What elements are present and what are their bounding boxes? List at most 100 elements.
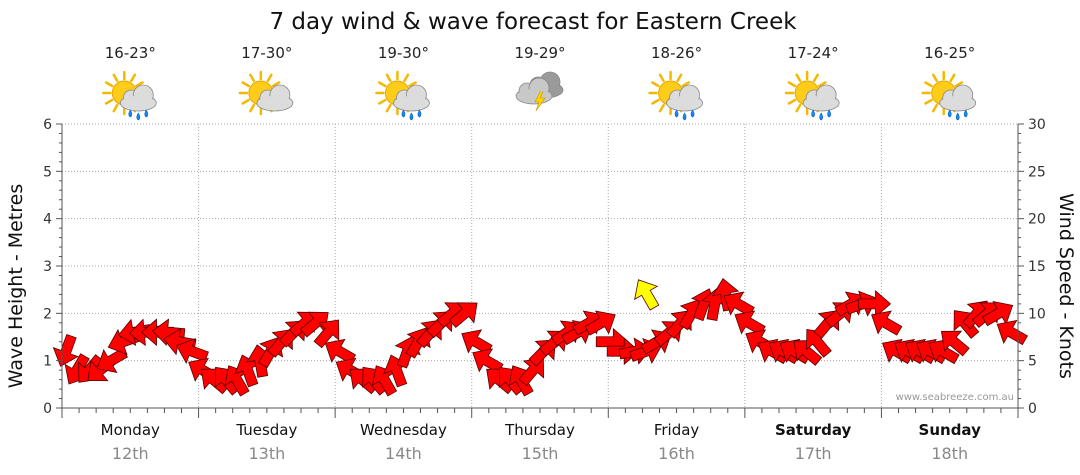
cloud bbox=[393, 84, 430, 112]
cloud bbox=[119, 84, 157, 112]
sun-ray bbox=[787, 98, 797, 105]
rain-drop bbox=[682, 112, 687, 121]
sun-ray bbox=[924, 81, 933, 88]
rain-drop bbox=[128, 109, 133, 118]
rain-drop bbox=[947, 109, 952, 118]
sun-ray bbox=[658, 73, 665, 83]
sun-cloud-showers-icon bbox=[375, 70, 430, 121]
arrow-shape bbox=[52, 333, 79, 367]
highlight-wind-arrow bbox=[634, 279, 660, 311]
sun-ray bbox=[651, 81, 660, 88]
cloud bbox=[515, 77, 553, 105]
left-tick-label: 2 bbox=[43, 306, 52, 322]
right-tick-label: 20 bbox=[1028, 212, 1046, 228]
lightning-bolt bbox=[534, 91, 546, 112]
right-tick-label: 0 bbox=[1028, 401, 1037, 417]
rain-drop bbox=[819, 112, 823, 121]
cloud-fill bbox=[121, 96, 156, 110]
sun-ray bbox=[681, 81, 691, 88]
sun-ray bbox=[931, 103, 938, 113]
wind-arrow bbox=[940, 330, 970, 357]
day-temperature: 18-26° bbox=[651, 44, 702, 62]
sun-ray bbox=[676, 73, 683, 83]
day-name-label: Friday bbox=[654, 421, 700, 439]
sun-ray bbox=[651, 98, 660, 105]
cloud bbox=[802, 84, 840, 112]
sun-cloud-icon bbox=[238, 70, 294, 116]
arrow-shape bbox=[940, 330, 970, 357]
sun-ray bbox=[408, 81, 417, 88]
sun-ray bbox=[795, 73, 802, 83]
cloud-fill bbox=[257, 96, 292, 110]
grid bbox=[62, 123, 1018, 408]
wind-arrow bbox=[151, 318, 186, 347]
arrow-shape bbox=[996, 319, 1028, 346]
wind-arrow bbox=[448, 302, 478, 329]
wind-arrow bbox=[996, 319, 1028, 346]
wind-arrow bbox=[584, 310, 616, 336]
sun-ray bbox=[266, 73, 273, 83]
wind-arrow bbox=[871, 310, 903, 336]
day-date-label: 18th bbox=[931, 444, 968, 463]
day-name-label: Thursday bbox=[504, 421, 575, 439]
rain-drop bbox=[690, 109, 695, 118]
sun-cloud-showers-icon bbox=[648, 70, 703, 121]
sun-ray bbox=[249, 73, 256, 83]
sun-ray bbox=[130, 73, 137, 83]
cloud-fill bbox=[394, 96, 429, 110]
day-temperature: 19-29° bbox=[514, 44, 565, 62]
wind-arrows bbox=[52, 278, 1028, 397]
sun-ray bbox=[818, 81, 827, 88]
cloud bbox=[939, 84, 977, 112]
sun-ray bbox=[795, 103, 802, 113]
day-temperature: 17-30° bbox=[241, 44, 292, 62]
left-tick-label: 6 bbox=[43, 117, 52, 133]
sun-ray bbox=[271, 81, 281, 88]
rain-drop bbox=[963, 109, 968, 118]
day-name-label: Saturday bbox=[775, 421, 852, 439]
rain-drop bbox=[136, 112, 141, 121]
sun-ray bbox=[954, 81, 964, 88]
sun-ray bbox=[241, 98, 250, 105]
cloud-fill bbox=[940, 96, 975, 110]
rain-drop bbox=[811, 109, 815, 118]
right-tick-label: 5 bbox=[1028, 354, 1037, 370]
sun-ray bbox=[949, 73, 956, 83]
left-tick-label: 4 bbox=[43, 212, 52, 228]
left-tick-label: 5 bbox=[43, 164, 52, 180]
rain-drop bbox=[955, 112, 960, 121]
rain-drop bbox=[409, 112, 414, 121]
credit-text: www.seabreeze.com.au bbox=[896, 392, 1014, 403]
day-temperature: 16-25° bbox=[924, 44, 975, 62]
rain-drop bbox=[144, 109, 149, 118]
left-tick-label: 0 bbox=[43, 401, 52, 417]
rain-drop bbox=[674, 109, 679, 118]
cloud-fill bbox=[804, 96, 839, 110]
axes bbox=[56, 123, 1024, 418]
sun-ray bbox=[104, 98, 114, 105]
wind-arrow bbox=[52, 333, 79, 367]
sun-ray bbox=[385, 73, 392, 83]
day-name-label: Monday bbox=[101, 421, 160, 439]
wind-arrow bbox=[313, 319, 340, 349]
left-tick-label: 3 bbox=[43, 259, 52, 275]
right-tick-label: 15 bbox=[1028, 259, 1046, 275]
sun-ray bbox=[924, 98, 933, 105]
day-temperature: 19-30° bbox=[378, 44, 429, 62]
left-axis-title: Wave Height - Metres bbox=[5, 184, 27, 388]
day-date-label: 17th bbox=[795, 444, 832, 463]
sun-ray bbox=[135, 81, 144, 88]
sun-cloud-showers-icon bbox=[921, 70, 977, 121]
rain-drop bbox=[827, 109, 831, 118]
day-name-label: Sunday bbox=[919, 421, 982, 439]
sun-ray bbox=[377, 81, 387, 88]
cloud-fill bbox=[517, 89, 551, 103]
arrow-shape bbox=[176, 337, 209, 365]
sun-ray bbox=[403, 73, 410, 83]
arrow-shape bbox=[313, 319, 340, 349]
day-name-label: Tuesday bbox=[235, 421, 297, 439]
cloud-fill bbox=[667, 96, 702, 110]
arrow-shape bbox=[871, 310, 903, 336]
sun-cloud-showers-icon bbox=[784, 70, 840, 121]
